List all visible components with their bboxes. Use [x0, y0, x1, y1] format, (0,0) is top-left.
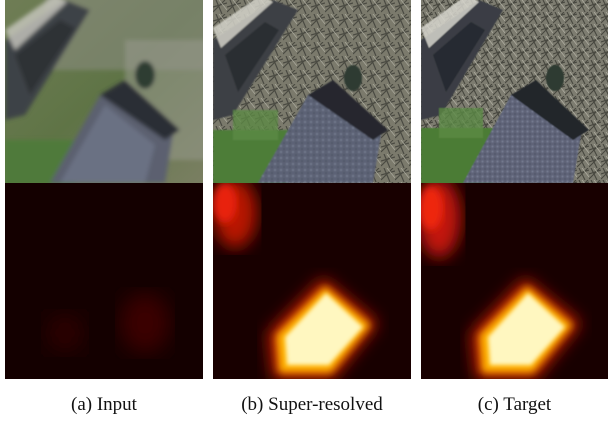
caption-input: (a) Input	[71, 394, 137, 415]
target-aerial-image	[421, 0, 608, 183]
target-heatmap	[421, 183, 608, 379]
caption-target: (c) Target	[477, 394, 552, 415]
super-resolved-aerial-image	[213, 0, 411, 183]
super-resolved-heatmap	[213, 183, 411, 379]
input-heatmap	[5, 183, 203, 379]
caption-super-resolved: (b) Super-resolved	[241, 394, 383, 415]
input-aerial-image	[5, 0, 203, 183]
